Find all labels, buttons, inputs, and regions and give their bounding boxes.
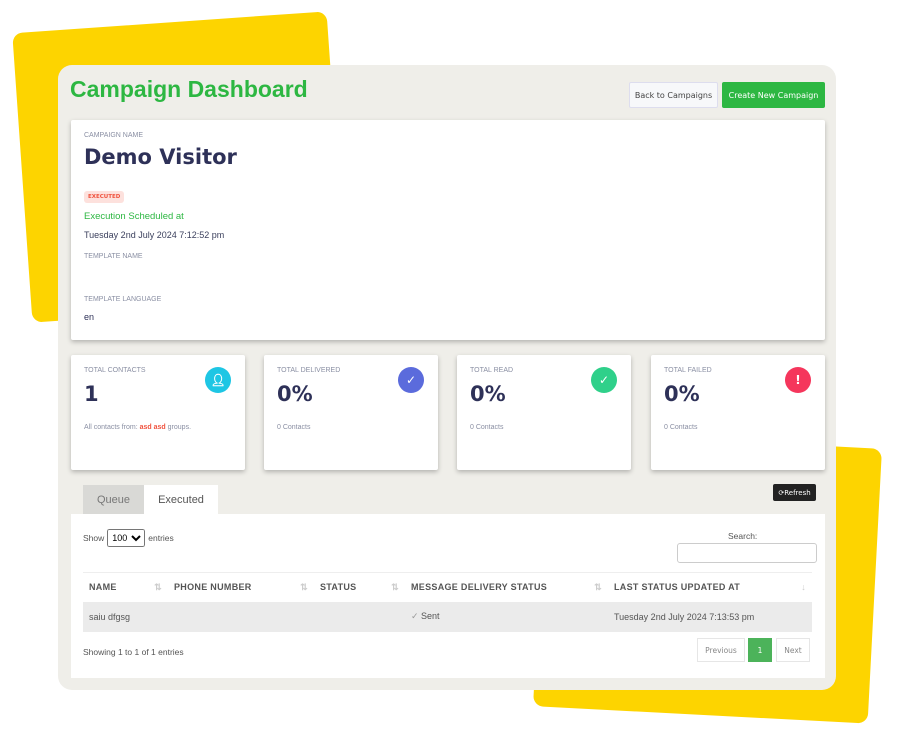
cell-status — [314, 601, 405, 632]
stat-label: TOTAL CONTACTS — [84, 367, 146, 374]
check-icon: ✓ — [411, 611, 422, 621]
page-size-control: Show 100 entries — [83, 529, 174, 547]
cell-delivery: ✓ Sent — [405, 601, 608, 632]
template-name — [84, 268, 812, 290]
delivery-status: Sent — [421, 611, 440, 621]
stat-total-delivered: TOTAL DELIVERED 0% 0 Contacts ✓ — [264, 355, 438, 470]
table-info: Showing 1 to 1 of 1 entries — [83, 647, 184, 657]
table-row: saiu dfgsg ✓ Sent Tuesday 2nd July 2024 … — [83, 601, 812, 632]
stat-label: TOTAL DELIVERED — [277, 367, 341, 374]
entries-label: entries — [148, 533, 174, 543]
template-language-label: TEMPLATE LANGUAGE — [84, 296, 162, 303]
scheduled-label: Execution Scheduled at — [84, 211, 184, 222]
user-icon: 👤︎ — [205, 367, 231, 393]
campaign-name-label: CAMPAIGN NAME — [84, 132, 143, 139]
refresh-label: Refresh — [784, 488, 811, 497]
stat-sub: 0 Contacts — [470, 424, 504, 431]
sub-prefix: All contacts from: — [84, 424, 140, 431]
stat-value: 0% — [470, 382, 506, 406]
column-header[interactable]: PHONE NUMBER ⇅ — [168, 572, 314, 602]
sub-suffix: groups. — [165, 424, 192, 431]
column-header[interactable]: MESSAGE DELIVERY STATUS ⇅ — [405, 572, 608, 602]
stat-value: 1 — [84, 382, 99, 406]
column-header[interactable]: LAST STATUS UPDATED AT ↓ — [608, 572, 812, 602]
refresh-button[interactable]: ⟳ Refresh — [773, 484, 816, 501]
previous-button[interactable]: Previous — [697, 638, 745, 662]
search-label: Search: — [728, 531, 758, 541]
tab-executed[interactable]: Executed — [144, 485, 218, 514]
status-badge: EXECUTED — [84, 191, 125, 203]
back-to-campaigns-button[interactable]: Back to Campaigns — [629, 82, 718, 108]
stat-sub: 0 Contacts — [277, 424, 311, 431]
page-size-select[interactable]: 100 — [107, 529, 146, 547]
column-header[interactable]: NAME ⇅ — [83, 572, 168, 602]
campaign-card: CAMPAIGN NAME Demo Visitor EXECUTED Exec… — [71, 120, 825, 340]
double-check-icon: ✓ — [591, 367, 617, 393]
scheduled-at: Tuesday 2nd July 2024 7:12:52 pm — [84, 230, 225, 240]
data-table: NAME ⇅ PHONE NUMBER ⇅ STATUS ⇅ MESSAGE DELI… — [83, 572, 812, 632]
stat-value: 0% — [277, 382, 313, 406]
create-campaign-button[interactable]: Create New Campaign — [722, 82, 825, 108]
stat-total-contacts: TOTAL CONTACTS 1 All contacts from: asd … — [71, 355, 245, 470]
page-title: Campaign Dashboard — [70, 76, 308, 102]
stat-total-read: TOTAL READ 0% 0 Contacts ✓ — [457, 355, 631, 470]
executed-table-panel: Show 100 entries Search: NAME ⇅ PHONE NUM… — [71, 514, 825, 678]
stat-total-failed: TOTAL FAILED 0% 0 Contacts ! — [651, 355, 825, 470]
show-label: Show — [83, 533, 105, 543]
search-input[interactable] — [677, 543, 817, 563]
tab-queue[interactable]: Queue — [83, 485, 144, 514]
cell-phone — [168, 601, 314, 632]
cell-updated: Tuesday 2nd July 2024 7:13:53 pm — [608, 601, 812, 632]
stat-sub: 0 Contacts — [664, 424, 698, 431]
check-icon: ✓ — [398, 367, 424, 393]
stat-label: TOTAL FAILED — [664, 367, 712, 374]
stat-label: TOTAL READ — [470, 367, 514, 374]
template-language: en — [84, 312, 95, 322]
refresh-icon: ⟳ — [778, 488, 785, 497]
template-name-label: TEMPLATE NAME — [84, 253, 143, 260]
group-name: asd asd — [139, 424, 166, 431]
stat-sub: All contacts from: asd asd groups. — [84, 424, 232, 431]
campaign-name: Demo Visitor — [84, 145, 237, 169]
page-1-button[interactable]: 1 — [748, 638, 772, 662]
cell-name: saiu dfgsg — [83, 601, 168, 632]
stat-value: 0% — [664, 382, 700, 406]
table-header: NAME ⇅ PHONE NUMBER ⇅ STATUS ⇅ MESSAGE DELI… — [83, 572, 812, 602]
alert-icon: ! — [785, 367, 811, 393]
column-header[interactable]: STATUS ⇅ — [314, 572, 405, 602]
next-button[interactable]: Next — [776, 638, 810, 662]
